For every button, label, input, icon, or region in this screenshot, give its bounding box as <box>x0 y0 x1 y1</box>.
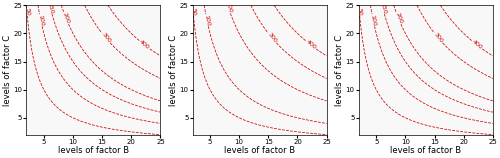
Y-axis label: levels of factor C: levels of factor C <box>3 34 12 106</box>
Text: 100: 100 <box>204 14 210 26</box>
X-axis label: levels of factor B: levels of factor B <box>224 146 295 155</box>
Text: 50: 50 <box>190 8 196 16</box>
Text: 150: 150 <box>379 2 386 14</box>
X-axis label: levels of factor B: levels of factor B <box>390 146 462 155</box>
Text: 50: 50 <box>24 8 30 16</box>
Text: 200: 200 <box>394 12 403 25</box>
Text: 400: 400 <box>304 39 317 51</box>
Text: 400: 400 <box>471 39 483 51</box>
Text: 50: 50 <box>356 8 362 16</box>
Text: 100: 100 <box>370 14 376 26</box>
X-axis label: levels of factor B: levels of factor B <box>58 146 129 155</box>
Text: 300: 300 <box>100 32 112 44</box>
Text: 100: 100 <box>37 14 44 26</box>
Text: 150: 150 <box>46 2 54 14</box>
Text: 300: 300 <box>266 32 278 44</box>
Y-axis label: levels of factor C: levels of factor C <box>335 34 344 106</box>
Text: 300: 300 <box>432 32 444 44</box>
Text: 400: 400 <box>138 39 150 51</box>
Text: 200: 200 <box>224 1 232 14</box>
Y-axis label: levels of factor C: levels of factor C <box>169 34 178 106</box>
Text: 200: 200 <box>62 12 70 25</box>
